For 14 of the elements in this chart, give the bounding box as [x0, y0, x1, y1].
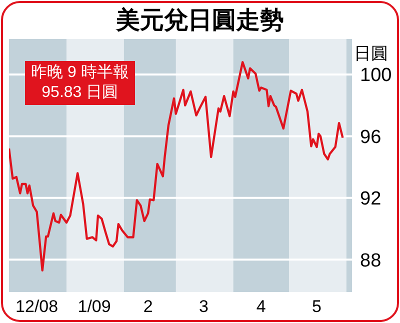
y-tick-label: 100	[360, 65, 392, 86]
y-tick-label: 92	[360, 188, 382, 210]
x-tick-label: 1/09	[78, 297, 111, 316]
x-tick-label: 4	[256, 297, 266, 316]
x-tick-label: 3	[198, 297, 208, 316]
y-tick-label: 88	[360, 250, 382, 272]
chart-title: 美元兌日圓走勢	[114, 6, 285, 36]
x-tick-label: 5	[312, 297, 322, 316]
x-tick-label: 2	[143, 297, 153, 316]
line-series	[9, 61, 344, 272]
annotation: 昨晚 9 時半報 95.83 日圓	[25, 61, 135, 105]
y-axis-title: 日圓	[354, 43, 388, 65]
x-tick-label: 12/08	[16, 297, 58, 316]
y-tick-label: 96	[360, 126, 382, 148]
